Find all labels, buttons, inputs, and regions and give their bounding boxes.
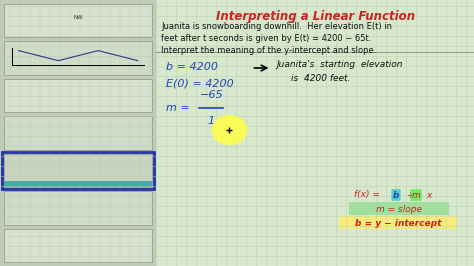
Text: m =: m = xyxy=(166,103,194,113)
Text: b = y − intercept: b = y − intercept xyxy=(355,218,441,227)
Text: x: x xyxy=(426,190,431,200)
Bar xyxy=(339,216,457,229)
Bar xyxy=(2,152,155,189)
Text: b: b xyxy=(393,190,399,200)
Text: b = 4200: b = 4200 xyxy=(166,62,219,72)
Bar xyxy=(4,181,153,187)
Ellipse shape xyxy=(211,115,247,145)
Bar xyxy=(4,154,153,187)
Text: −65: −65 xyxy=(200,90,223,100)
Bar xyxy=(349,202,449,215)
Text: 1: 1 xyxy=(208,116,215,126)
Text: Juanita's  starting  elevation: Juanita's starting elevation xyxy=(276,60,403,69)
Text: Interpret the meaning of the y-intercept and slope.: Interpret the meaning of the y-intercept… xyxy=(162,46,377,55)
Text: Interpreting a Linear Function: Interpreting a Linear Function xyxy=(216,10,415,23)
Bar xyxy=(0,0,156,266)
Text: feet after t seconds is given by E(t) = 4200 − 65t.: feet after t seconds is given by E(t) = … xyxy=(162,34,372,43)
Text: m: m xyxy=(411,190,420,200)
Text: f(x) =: f(x) = xyxy=(354,190,383,200)
Text: NW: NW xyxy=(73,15,83,20)
Text: is  4200 feet.: is 4200 feet. xyxy=(292,74,351,83)
Bar xyxy=(4,41,153,75)
Bar xyxy=(4,191,153,225)
Bar xyxy=(4,228,153,262)
Text: Juanita is snowboarding downhill.  Her elevation E(t) in: Juanita is snowboarding downhill. Her el… xyxy=(162,22,392,31)
Bar xyxy=(4,4,153,38)
Text: m = slope: m = slope xyxy=(376,205,422,214)
Text: +: + xyxy=(404,190,417,200)
Bar xyxy=(4,79,153,112)
Bar xyxy=(4,116,153,150)
Text: E(0) = 4200: E(0) = 4200 xyxy=(166,78,234,88)
